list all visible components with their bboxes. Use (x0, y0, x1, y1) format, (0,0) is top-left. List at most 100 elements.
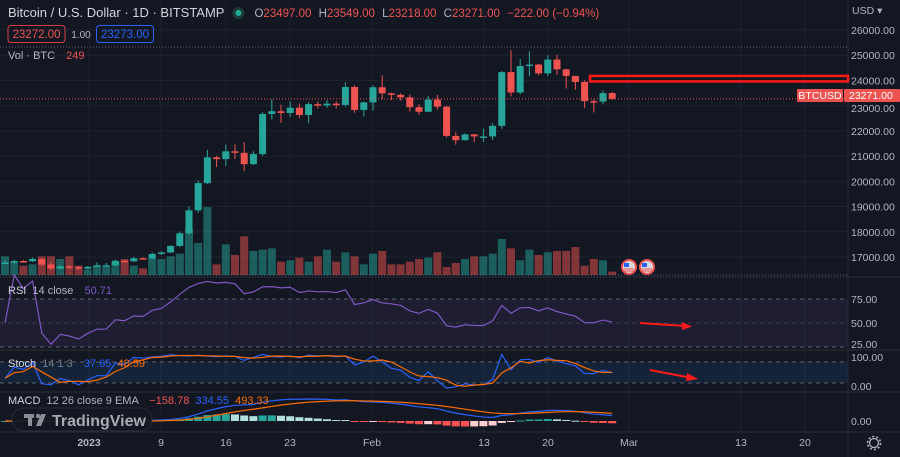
candle (424, 95, 432, 113)
time-tick: 13 (735, 437, 747, 449)
volume-bar (139, 268, 147, 275)
candle-body (608, 93, 616, 99)
us-flag-event-icon[interactable] (639, 259, 655, 275)
macd-histogram-bar (378, 421, 387, 423)
macd-histogram-bar (323, 419, 331, 421)
candle (176, 231, 184, 247)
volume-bar (313, 256, 322, 275)
candle (38, 257, 46, 266)
candle-body (249, 154, 257, 165)
macd-histogram-bar (470, 421, 479, 427)
symbol-title[interactable]: Bitcoin / U.S. Dollar · 1D · BITSTAMP (8, 5, 224, 20)
sell-button[interactable]: 23272.00 (7, 25, 66, 43)
macd-signal-value: 493.33 (235, 395, 269, 407)
macd-histogram-bar (507, 421, 515, 423)
candle-body (102, 265, 110, 267)
time-tick: Mar (620, 437, 639, 449)
close-value: 23271.00 (452, 8, 500, 20)
candle-body (56, 266, 64, 269)
candle-body (231, 151, 239, 153)
volume-bar (599, 260, 607, 275)
rsi-tick: 50.00 (851, 318, 877, 330)
macd-histogram-bar (589, 421, 598, 423)
macd-legend[interactable]: MACD 12 26 close 9 EMA −158.78 334.55 49… (8, 395, 269, 407)
candle (581, 80, 589, 109)
stoch-band (0, 362, 848, 383)
volume-bar (249, 251, 258, 275)
candle (259, 112, 267, 157)
tradingview-watermark[interactable]: TradingView (11, 407, 153, 432)
volume-bar (148, 257, 157, 275)
time-axis[interactable]: 2023 9 16 23 Feb 13 20 Mar 13 20 (77, 437, 811, 449)
stoch-legend[interactable]: Stoch 14 1 3 37.65 48.59 (8, 358, 145, 370)
macd-histogram-bar (424, 421, 433, 425)
candle-body (65, 266, 73, 268)
candle-body (599, 93, 607, 102)
price-tick: 17000.00 (851, 252, 895, 264)
time-tick: 23 (284, 437, 296, 449)
candle-body (139, 258, 147, 260)
rsi-legend[interactable]: RSI 14 close 50.71 (8, 285, 112, 297)
candle (571, 75, 579, 90)
candle-body (360, 102, 368, 110)
price-axis-ticks[interactable]: 26000.00 25000.00 24000.00 23000.00 22000.00… (851, 25, 895, 264)
macd-histogram-bar (249, 416, 258, 421)
candle-body (479, 136, 487, 138)
volume-legend[interactable]: Vol · BTC 249 (8, 50, 85, 62)
macd-histogram-bar (231, 414, 239, 421)
stoch-tick: 100.00 (851, 352, 883, 364)
candle-body (535, 64, 543, 74)
candle (314, 101, 322, 109)
open-label: O (254, 8, 263, 20)
candle (341, 82, 349, 107)
volume-bar (451, 263, 460, 275)
currency-selector[interactable]: USD ▾ (852, 5, 883, 17)
macd-histogram-bar (525, 419, 534, 421)
volume-bar (553, 251, 561, 275)
rsi-tick: 75.00 (851, 294, 877, 306)
candle (443, 105, 451, 138)
candle (516, 59, 524, 95)
price-tick: 19000.00 (851, 202, 895, 214)
candle (295, 103, 303, 118)
macd-histogram-bar (534, 419, 543, 421)
candle-body (470, 134, 478, 137)
macd-histogram-bar (553, 419, 561, 421)
arrow-annotation[interactable] (639, 322, 692, 330)
rsi-params: 14 close (32, 285, 73, 297)
last-price-tag: 23271.00 (849, 90, 893, 102)
candle-body (111, 260, 119, 266)
volume-bar (74, 265, 83, 275)
macd-histogram-bar (212, 414, 221, 421)
buy-button[interactable]: 23273.00 (96, 25, 154, 43)
watermark-text: TradingView (52, 413, 147, 430)
volume-bar (507, 248, 515, 275)
volume-bar (396, 264, 405, 275)
volume-bar (267, 248, 276, 275)
candle (406, 94, 414, 112)
buy-price: 23273.00 (101, 29, 149, 41)
open-value: 23497.00 (263, 8, 311, 20)
volume-bars (1, 207, 617, 275)
us-flag-event-icon[interactable] (621, 259, 637, 275)
candle-body (84, 266, 92, 269)
candle-body (397, 94, 405, 98)
macd-histogram-bar (543, 419, 552, 421)
candle-body (461, 134, 469, 141)
macd-histogram-bar (341, 420, 350, 422)
rsi-label: RSI (8, 285, 26, 297)
macd-histogram-bar (580, 421, 589, 422)
settings-gear-icon[interactable] (866, 435, 882, 451)
macd-histogram-bar (461, 421, 469, 427)
resistance-zone-rectangle[interactable] (588, 74, 850, 83)
time-tick: 2023 (77, 437, 101, 449)
candle-body (185, 210, 193, 234)
candle (121, 260, 129, 263)
candle-body (590, 101, 598, 103)
arrow-annotation[interactable] (649, 369, 698, 381)
macd-histogram-bar (258, 415, 267, 421)
candle (56, 265, 64, 270)
volume-bar (295, 257, 304, 275)
candle-body (38, 258, 46, 265)
